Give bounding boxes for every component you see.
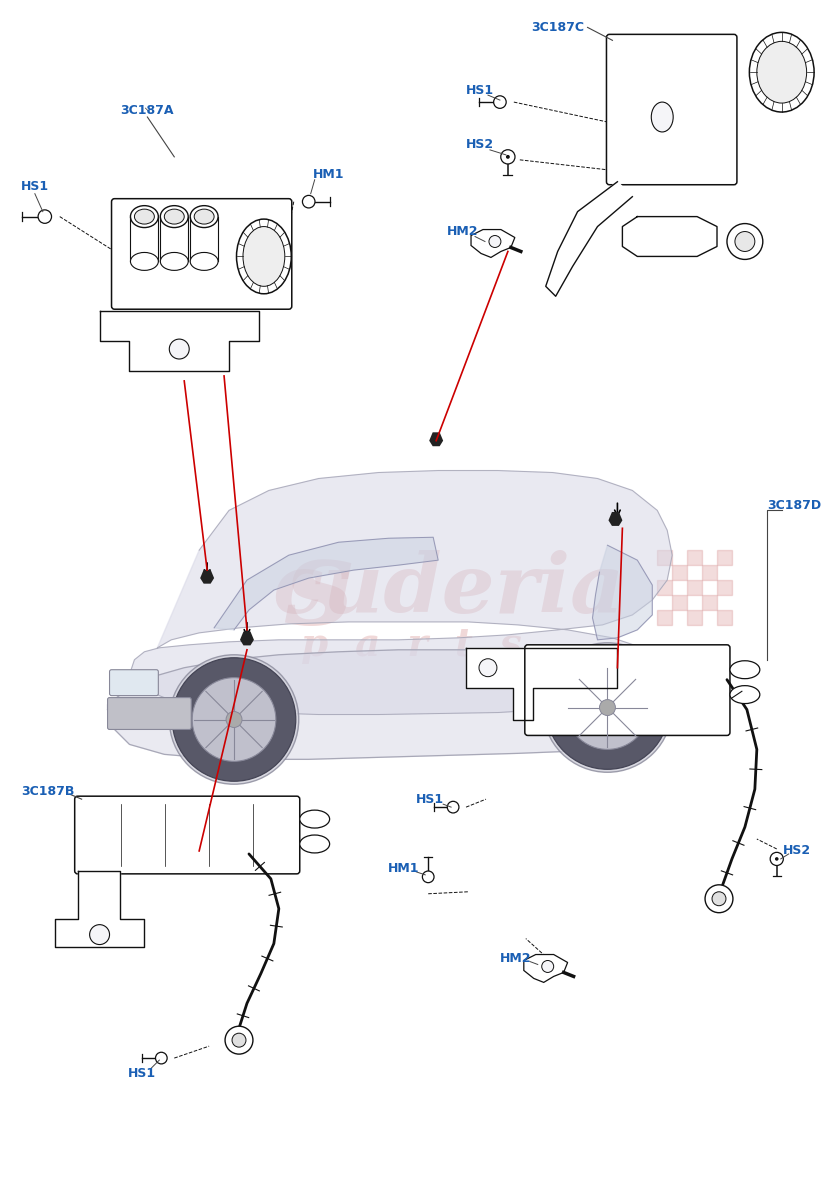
Circle shape xyxy=(173,658,296,781)
Bar xyxy=(702,565,717,580)
Circle shape xyxy=(735,232,755,252)
Circle shape xyxy=(155,1052,167,1064)
Ellipse shape xyxy=(164,209,184,224)
FancyBboxPatch shape xyxy=(606,35,737,185)
Ellipse shape xyxy=(243,227,285,287)
Circle shape xyxy=(38,210,51,223)
FancyBboxPatch shape xyxy=(112,199,292,310)
Polygon shape xyxy=(623,217,717,257)
Circle shape xyxy=(712,892,726,906)
Text: s: s xyxy=(284,530,353,649)
Circle shape xyxy=(225,1026,253,1054)
Bar xyxy=(717,580,732,595)
Text: HS2: HS2 xyxy=(782,845,811,858)
Bar xyxy=(687,610,702,625)
FancyBboxPatch shape xyxy=(107,697,191,730)
Circle shape xyxy=(232,1033,246,1048)
Polygon shape xyxy=(546,181,633,296)
Polygon shape xyxy=(130,470,672,714)
Polygon shape xyxy=(240,631,254,646)
Ellipse shape xyxy=(131,205,159,228)
FancyBboxPatch shape xyxy=(110,670,159,696)
Ellipse shape xyxy=(300,835,330,853)
Ellipse shape xyxy=(190,205,218,228)
Circle shape xyxy=(226,712,242,727)
Text: HM2: HM2 xyxy=(500,952,532,965)
Bar xyxy=(657,580,672,595)
Circle shape xyxy=(543,643,672,773)
Bar xyxy=(717,610,732,625)
Circle shape xyxy=(422,871,434,883)
Ellipse shape xyxy=(194,209,214,224)
Polygon shape xyxy=(466,648,617,720)
Text: cuderia: cuderia xyxy=(272,550,624,630)
Ellipse shape xyxy=(757,41,807,103)
Circle shape xyxy=(542,960,553,972)
Circle shape xyxy=(546,646,669,769)
Circle shape xyxy=(506,155,510,158)
Polygon shape xyxy=(524,954,567,983)
Text: p  a  r  t  s: p a r t s xyxy=(301,626,522,664)
Circle shape xyxy=(169,655,299,785)
Ellipse shape xyxy=(160,205,188,228)
Bar xyxy=(657,551,672,565)
Text: HM1: HM1 xyxy=(313,168,344,181)
Ellipse shape xyxy=(651,102,673,132)
Bar xyxy=(687,580,702,595)
Circle shape xyxy=(770,852,783,865)
Text: 3C187A: 3C187A xyxy=(121,103,174,116)
Ellipse shape xyxy=(131,252,159,270)
Text: HS1: HS1 xyxy=(21,180,49,193)
Circle shape xyxy=(169,340,189,359)
Ellipse shape xyxy=(730,685,760,703)
FancyBboxPatch shape xyxy=(525,644,730,736)
Circle shape xyxy=(494,96,506,108)
Bar xyxy=(657,610,672,625)
Text: HM1: HM1 xyxy=(387,863,419,875)
Text: 3C187C: 3C187C xyxy=(531,20,584,34)
Circle shape xyxy=(192,678,276,761)
Text: HM2: HM2 xyxy=(448,226,479,238)
Polygon shape xyxy=(214,538,438,630)
Circle shape xyxy=(479,659,497,677)
Circle shape xyxy=(489,235,501,247)
Text: 3C187D: 3C187D xyxy=(767,499,822,512)
Circle shape xyxy=(448,802,459,812)
Text: HS1: HS1 xyxy=(416,793,444,805)
Bar xyxy=(687,551,702,565)
Ellipse shape xyxy=(749,32,814,112)
Circle shape xyxy=(727,223,763,259)
FancyBboxPatch shape xyxy=(74,796,300,874)
Ellipse shape xyxy=(190,252,218,270)
Circle shape xyxy=(302,196,315,208)
Ellipse shape xyxy=(135,209,154,224)
Polygon shape xyxy=(471,229,515,258)
Bar xyxy=(702,595,717,610)
Circle shape xyxy=(600,700,615,715)
Polygon shape xyxy=(100,311,259,371)
Polygon shape xyxy=(430,432,443,446)
Ellipse shape xyxy=(300,810,330,828)
Bar xyxy=(717,551,732,565)
Ellipse shape xyxy=(730,661,760,679)
Text: HS1: HS1 xyxy=(466,84,494,97)
Circle shape xyxy=(705,884,733,913)
Text: HS1: HS1 xyxy=(128,1067,156,1080)
Bar xyxy=(672,595,687,610)
Text: 3C187B: 3C187B xyxy=(21,785,74,798)
Polygon shape xyxy=(592,545,653,640)
Text: HS2: HS2 xyxy=(466,138,494,151)
Polygon shape xyxy=(609,512,623,526)
Polygon shape xyxy=(55,871,145,947)
Circle shape xyxy=(775,857,779,860)
Circle shape xyxy=(90,925,110,944)
Polygon shape xyxy=(107,649,697,760)
Polygon shape xyxy=(200,570,214,583)
Bar xyxy=(672,565,687,580)
Ellipse shape xyxy=(236,220,292,294)
Ellipse shape xyxy=(160,252,188,270)
Circle shape xyxy=(566,666,649,749)
Circle shape xyxy=(501,150,515,164)
